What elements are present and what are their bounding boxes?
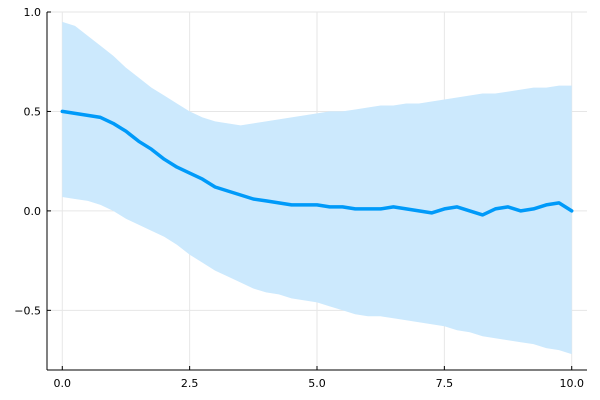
x-tick-label-0: 0.0: [54, 377, 72, 390]
series-line-layer: [60, 109, 574, 217]
confidence-band-layer: [62, 21, 572, 355]
y-tick-label-1: 0.0: [24, 205, 42, 218]
x-tick-label-1: 2.5: [181, 377, 199, 390]
x-tick-label-4: 10.0: [559, 377, 584, 390]
series-mean-line-0: [60, 109, 574, 217]
x-tick-label-2: 5.0: [308, 377, 326, 390]
axes: [46, 11, 587, 371]
y-tick-label-3: 1.0: [24, 6, 42, 19]
x-tick-label-3: 7.5: [436, 377, 454, 390]
confidence-band-0: [62, 21, 572, 355]
y-tick-label-0: −0.5: [14, 304, 41, 317]
y-tick-label-2: 0.5: [24, 105, 42, 118]
tick-labels: 0.0 2.5 5.0 7.5 10.0 −0.5 0.0 0.5 1.0: [14, 6, 584, 390]
